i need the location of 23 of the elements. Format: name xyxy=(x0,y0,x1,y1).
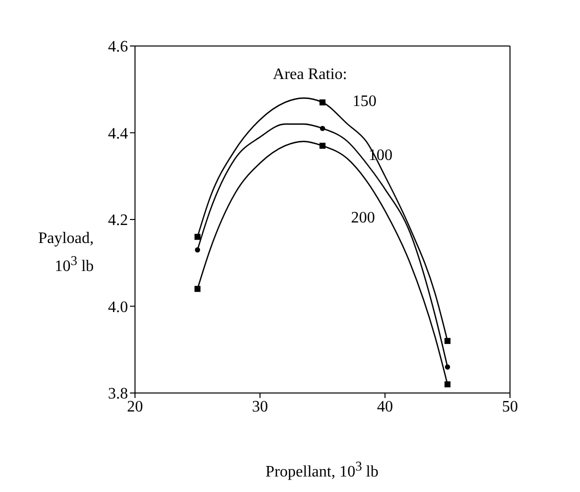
y-tick-label: 4.2 xyxy=(108,212,128,230)
point xyxy=(444,364,450,370)
legend-title: Area Ratio: xyxy=(272,66,348,84)
point xyxy=(194,234,200,240)
point xyxy=(194,286,200,292)
point xyxy=(444,381,450,388)
point xyxy=(320,126,326,132)
x-tick-label: 30 xyxy=(252,398,268,416)
y-tick-label: 4.4 xyxy=(108,125,128,142)
y-axis-title: Payload, 10$^{3}$ lb xyxy=(38,228,94,278)
series-label: 150 xyxy=(352,93,376,110)
series-label: 200 xyxy=(351,209,375,226)
x-tick-label: 20 xyxy=(127,398,143,416)
x-axis-title: Propellant, 10$^{3}$ lb xyxy=(266,458,378,482)
point xyxy=(194,247,200,252)
point xyxy=(320,99,326,106)
y-tick-label: 3.8 xyxy=(108,386,128,403)
y-tick-label: 4.6 xyxy=(108,38,128,56)
point xyxy=(444,338,450,344)
y-tick-label: 4.0 xyxy=(108,298,128,316)
x-tick-label: 40 xyxy=(377,398,393,416)
point xyxy=(320,142,326,149)
x-tick-label: 50 xyxy=(502,398,518,416)
